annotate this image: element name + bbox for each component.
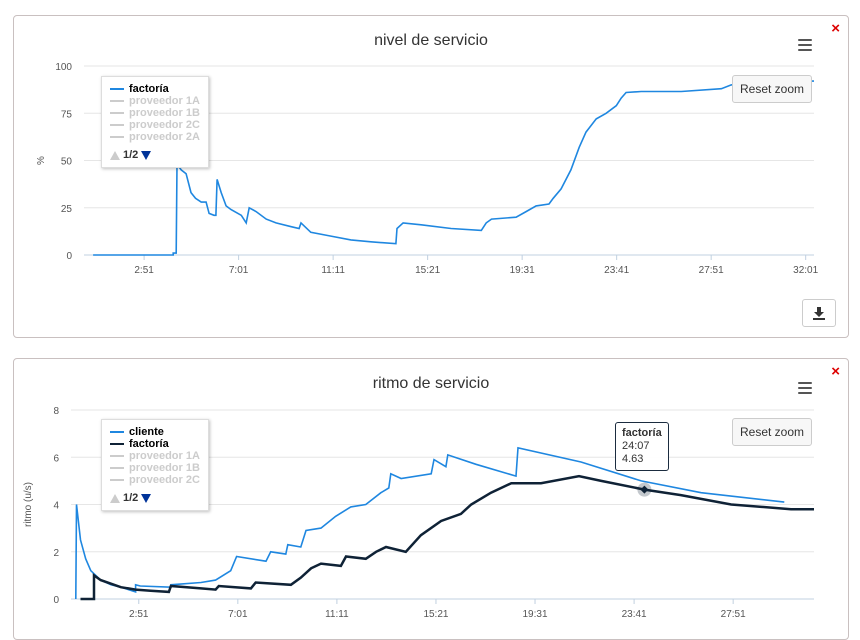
y-tick-label: 2: [53, 548, 59, 559]
highlight-marker: [640, 485, 649, 494]
legend-label: factoría: [129, 83, 169, 95]
y-tick-label: 6: [53, 453, 59, 464]
download-icon: [813, 307, 825, 320]
legend-item[interactable]: factoría: [110, 438, 200, 450]
legend-pager: 1/2: [110, 492, 200, 504]
y-tick-label: 0: [66, 251, 72, 262]
x-tick-label: 15:21: [415, 265, 440, 276]
legend-label: proveedor 2C: [129, 474, 200, 486]
x-tick-label: 32:01: [793, 265, 818, 276]
legend-item[interactable]: cliente: [110, 426, 200, 438]
legend-item[interactable]: proveedor 2C: [110, 119, 200, 131]
legend-pager: 1/2: [110, 149, 200, 161]
y-tick-label: 8: [53, 406, 59, 417]
chart-title: ritmo de servicio: [372, 375, 490, 392]
x-tick-label: 2:51: [134, 265, 154, 276]
tooltip-time: 24:07: [622, 440, 650, 452]
chart-title: nivel de servicio: [374, 32, 488, 49]
legend-item[interactable]: proveedor 1B: [110, 462, 200, 474]
reset-zoom-button[interactable]: Reset zoom: [732, 418, 813, 446]
legend-label: proveedor 1B: [129, 107, 200, 119]
y-tick-label: 4: [53, 501, 59, 512]
legend: factoría proveedor 1A proveedor 1B proveedo…: [101, 76, 209, 168]
legend-item[interactable]: proveedor 1A: [110, 450, 200, 462]
legend-swatch: [110, 431, 124, 433]
legend-swatch: [110, 467, 124, 469]
legend-swatch: [110, 88, 124, 90]
ritmo-de-servicio-panel: 0 2 4 6 8 2:51 7:01 11:11 15:21 19:31 23:41 27:51 ri…: [13, 358, 849, 640]
nivel-de-servicio-panel: 0 25 50 75 100 2:51 7:01 11:11 15:21 19:31 23:41 27…: [13, 15, 849, 338]
close-icon[interactable]: ×: [831, 20, 840, 37]
y-tick-label: 0: [53, 595, 59, 606]
legend-page: 1/2: [123, 492, 139, 504]
tooltip: factoría 24:07 4.63: [615, 422, 669, 471]
legend-label: proveedor 1B: [129, 462, 200, 474]
legend-item[interactable]: proveedor 2A: [110, 131, 200, 143]
legend-label: proveedor 2A: [129, 131, 200, 143]
series-line-factoría: [93, 80, 814, 256]
close-icon[interactable]: ×: [831, 363, 840, 380]
legend-label: proveedor 1A: [129, 95, 200, 107]
legend-page: 1/2: [123, 149, 139, 161]
tooltip-series: factoría: [622, 427, 662, 439]
legend-swatch: [110, 443, 124, 445]
legend: cliente factoría proveedor 1A proveedor 1B p…: [101, 419, 209, 511]
nivel-de-servicio-chart[interactable]: 0 25 50 75 100 2:51 7:01 11:11 15:21 19:31 23:41 27…: [14, 16, 848, 337]
legend-label: cliente: [129, 426, 164, 438]
legend-label: proveedor 1A: [129, 450, 200, 462]
x-tick-label: 11:11: [321, 265, 345, 276]
x-tick-label: 2:51: [129, 609, 149, 620]
legend-prev-icon[interactable]: [110, 493, 120, 503]
x-tick-label: 27:51: [699, 265, 724, 276]
x-tick-label: 7:01: [228, 609, 248, 620]
legend-swatch: [110, 124, 124, 126]
legend-item[interactable]: factoría: [110, 83, 200, 95]
legend-item[interactable]: proveedor 1A: [110, 95, 200, 107]
x-tick-label: 7:01: [229, 265, 249, 276]
y-tick-label: 100: [55, 62, 72, 73]
legend-item[interactable]: proveedor 2C: [110, 474, 200, 486]
download-button[interactable]: [802, 299, 836, 327]
y-tick-label: 50: [61, 157, 73, 168]
hamburger-menu-icon[interactable]: [798, 382, 812, 397]
hamburger-menu-icon[interactable]: [798, 39, 812, 54]
x-tick-label: 19:31: [510, 265, 535, 276]
x-tick-label: 15:21: [423, 609, 448, 620]
x-tick-label: 19:31: [523, 609, 548, 620]
y-tick-label: 75: [61, 109, 73, 120]
legend-swatch: [110, 112, 124, 114]
series-line-factoría: [80, 474, 814, 601]
tooltip-value: 4.63: [622, 453, 644, 465]
legend-swatch: [110, 100, 124, 102]
legend-swatch: [110, 136, 124, 138]
y-axis-label: %: [36, 156, 47, 165]
x-tick-label: 11:11: [325, 609, 349, 620]
y-axis-label: ritmo (u/s): [23, 482, 34, 527]
legend-swatch: [110, 479, 124, 481]
legend-label: factoría: [129, 438, 169, 450]
reset-zoom-button[interactable]: Reset zoom: [732, 75, 813, 103]
legend-next-icon[interactable]: [141, 493, 152, 503]
legend-prev-icon[interactable]: [110, 150, 120, 160]
x-tick-label: 23:41: [604, 265, 629, 276]
x-tick-label: 23:41: [622, 609, 647, 620]
legend-item[interactable]: proveedor 1B: [110, 107, 200, 119]
y-tick-label: 25: [61, 204, 73, 215]
legend-swatch: [110, 455, 124, 457]
x-tick-label: 27:51: [721, 609, 746, 620]
legend-label: proveedor 2C: [129, 119, 200, 131]
legend-next-icon[interactable]: [141, 150, 152, 160]
